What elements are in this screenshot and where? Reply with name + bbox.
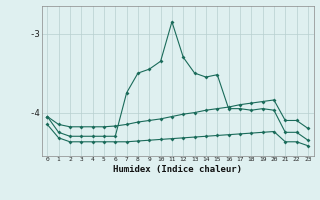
X-axis label: Humidex (Indice chaleur): Humidex (Indice chaleur) <box>113 165 242 174</box>
